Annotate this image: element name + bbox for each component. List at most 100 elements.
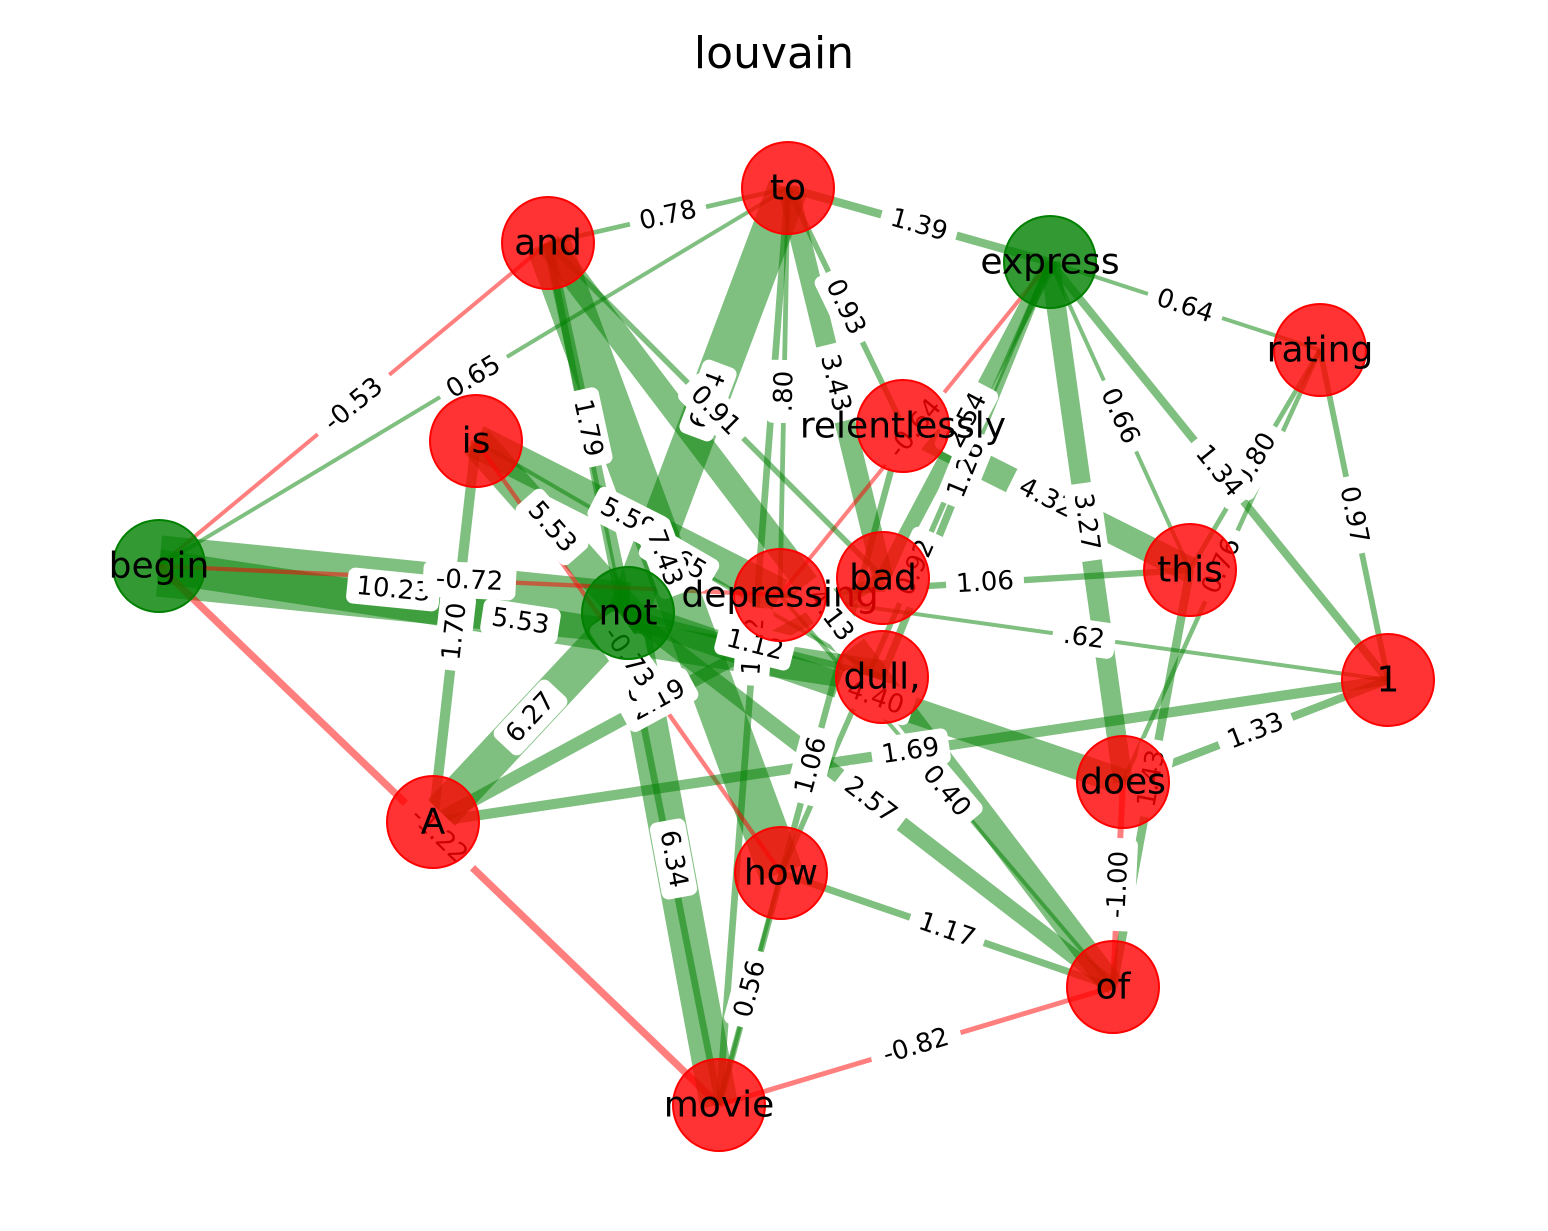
edge-label-to-depressing: .80 — [765, 359, 803, 424]
edge-label-box — [878, 198, 960, 252]
edge-label-box — [814, 266, 877, 348]
node-circle — [1273, 303, 1367, 397]
edge-label-depressing-1: .62 — [1051, 616, 1117, 659]
node-circle — [1143, 523, 1237, 617]
edge-label-and-to: 0.78 — [627, 190, 709, 241]
node-label: how — [744, 853, 818, 894]
node-label: A — [421, 802, 446, 843]
edge-weight-label: 10.23 — [355, 571, 432, 608]
edge-label-box — [493, 679, 568, 756]
node-label: movie — [664, 1085, 775, 1126]
chart-title: louvain — [694, 28, 854, 79]
edge-weight-label: .80 — [769, 371, 800, 413]
edge-label-and-not: 1.79 — [563, 387, 613, 469]
edge-label-box — [936, 428, 996, 511]
node-circle — [672, 1058, 766, 1152]
node-circle — [386, 775, 480, 869]
edge-weight-label: 0.78 — [636, 194, 699, 236]
node-begin: begin — [109, 519, 210, 613]
node-label: not — [599, 593, 658, 634]
edge-label-begin-and: -0.53 — [309, 363, 398, 446]
edge-label-box — [910, 752, 983, 830]
node-circle — [835, 630, 929, 724]
node-and: and — [501, 196, 595, 290]
edge-label-box — [945, 562, 1025, 603]
edge-label-begin-depressing: -0.72 — [422, 560, 517, 601]
edge-label-1-does: 1.33 — [1214, 702, 1297, 760]
edge-label-a-1: 1.69 — [870, 728, 951, 774]
edge-label-to-express: 1.39 — [878, 198, 960, 252]
edge-label-box — [432, 591, 477, 672]
node-circle — [741, 141, 835, 235]
node-circle — [1341, 633, 1435, 727]
node-to: to — [741, 141, 835, 235]
edge-label-is-a: 1.70 — [432, 591, 477, 672]
edge-label-box — [1144, 278, 1226, 334]
node-circle — [1076, 735, 1170, 829]
edge-labels-layer: 0.78 1.390.93 0.64-0.53 0.651.795.5310.235.… — [309, 190, 1379, 1075]
edge-label-box — [636, 517, 693, 599]
edge-label-box — [309, 363, 398, 446]
edge-label-box — [480, 598, 561, 645]
edge-label-begin-dull: 5.53 — [480, 598, 561, 645]
edge-label-box — [1064, 481, 1109, 563]
edge-label-depressing-this: 1.06 — [945, 562, 1025, 603]
nodes-layer: to and express rating is relentlessly begin not… — [109, 141, 1435, 1152]
edge-label-box — [1183, 432, 1255, 510]
node-express: express — [980, 215, 1120, 309]
node-label: and — [514, 223, 582, 264]
edge-weight-label: 1.70 — [436, 601, 472, 662]
edge-weight-label: 1.06 — [955, 566, 1015, 599]
edge-label-box — [1098, 837, 1138, 932]
edge-label-express-rating: 0.64 — [1144, 278, 1226, 334]
node-this: this — [1143, 523, 1237, 617]
edge-label-not-movie: 6.34 — [649, 818, 698, 900]
edge-label-box — [1214, 702, 1297, 760]
node-label: to — [770, 168, 806, 209]
node-bad: bad — [836, 531, 930, 625]
node-circle — [734, 826, 828, 920]
node-circle — [856, 379, 950, 473]
edge-label-box — [678, 373, 753, 448]
edge-label-rating-1: 0.97 — [1329, 474, 1379, 556]
edge-label-box — [810, 342, 861, 424]
node-of: of — [1066, 940, 1160, 1034]
node-not: not — [581, 566, 675, 660]
edge-label-box — [422, 560, 517, 601]
node-circle — [1003, 215, 1097, 309]
edge-label-express-this: 0.66 — [1089, 375, 1151, 457]
node-label: of — [1096, 967, 1132, 1008]
node-movie: movie — [664, 1058, 775, 1152]
node-label: 1 — [1377, 660, 1400, 701]
node-label: this — [1157, 550, 1223, 591]
node-circle — [836, 531, 930, 625]
edge-label-box — [1005, 466, 1088, 530]
edge-label-how-of: 1.17 — [906, 902, 988, 958]
node-label: begin — [109, 546, 210, 587]
edge-label-box — [563, 387, 613, 469]
node-does: does — [1076, 735, 1170, 829]
node-how: how — [734, 826, 828, 920]
node-circle — [1066, 940, 1160, 1034]
edge-label-box — [724, 948, 776, 1030]
node-label: express — [980, 242, 1119, 283]
node-label: rating — [1267, 330, 1374, 371]
edge-label-box — [346, 567, 441, 612]
node-label: relentlessly — [800, 406, 1006, 447]
edge-label-box — [1329, 474, 1379, 556]
edge-weight-label: .62 — [1061, 620, 1106, 655]
edge-weight-label: -1.00 — [1101, 850, 1134, 919]
edge-label-box — [1089, 375, 1151, 457]
edge-label-box — [934, 379, 999, 461]
edge-label-to-bad: 3.43 — [810, 342, 861, 424]
node-label: dull, — [843, 657, 920, 698]
edge-label-box — [906, 902, 988, 958]
edge-label-begin-not: 10.23 — [346, 567, 441, 612]
edge-label-box — [617, 668, 699, 732]
node-circle — [581, 566, 675, 660]
node-circle — [733, 548, 827, 642]
edge-weight-label: -0.72 — [435, 564, 504, 597]
edge-label-box — [785, 724, 837, 807]
node-1: 1 — [1341, 633, 1435, 727]
